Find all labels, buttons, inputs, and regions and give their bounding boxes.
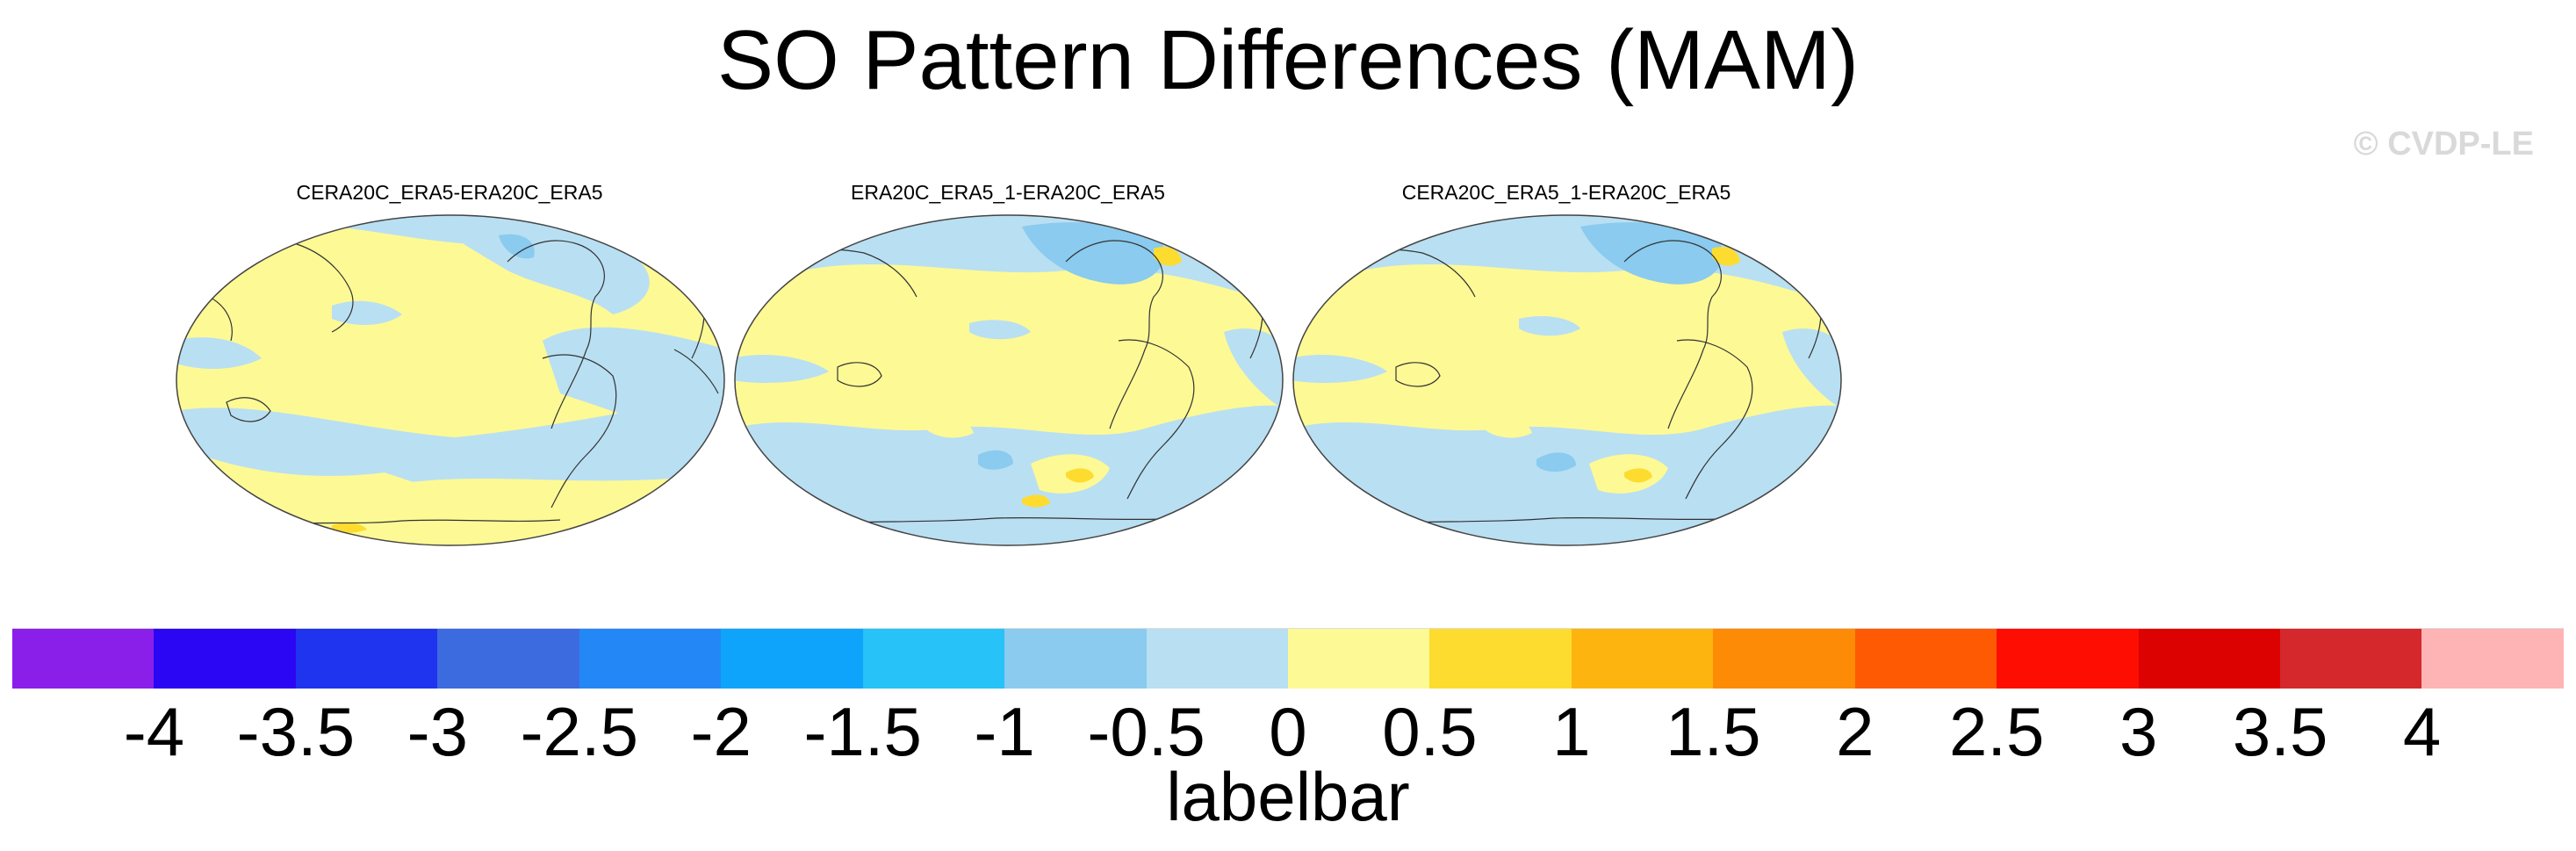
colorbar-swatch — [1146, 629, 1288, 689]
map-panel-3 — [1292, 214, 1842, 546]
panel-title-2: ERA20C_ERA5_1-ERA20C_ERA5 — [851, 181, 1165, 204]
colorbar-swatch — [1287, 629, 1430, 689]
colorbar-swatch — [1854, 629, 1997, 689]
colorbar-swatch — [1713, 629, 1855, 689]
figure-title: SO Pattern Differences (MAM) — [717, 13, 1859, 107]
colorbar-swatch — [1571, 629, 1714, 689]
colorbar-swatch — [154, 629, 296, 689]
colorbar-tick-label: 2 — [1836, 693, 1874, 770]
colorbar — [12, 628, 2564, 689]
colorbar-tick-label: -1.5 — [803, 693, 922, 770]
colorbar-swatch — [1429, 629, 1572, 689]
colorbar-swatch — [2138, 629, 2280, 689]
colorbar-tick-label: 3.5 — [2232, 693, 2328, 770]
colorbar-tick-label: -3 — [407, 693, 469, 770]
panel-title-1: CERA20C_ERA5-ERA20C_ERA5 — [296, 181, 603, 204]
map-panel-2 — [734, 214, 1284, 546]
colorbar-swatch — [721, 629, 863, 689]
colorbar-swatch — [1997, 629, 2139, 689]
colorbar-swatch — [12, 629, 155, 689]
colorbar-tick-label: -1 — [974, 693, 1035, 770]
colorbar-swatch — [295, 629, 438, 689]
colorbar-swatch — [2421, 629, 2564, 689]
colorbar-swatch — [1004, 629, 1147, 689]
colorbar-tick-label: -4 — [123, 693, 185, 770]
colorbar-tick-label: -3.5 — [236, 693, 356, 770]
colorbar-swatch — [862, 629, 1005, 689]
watermark: © CVDP-LE — [2353, 126, 2534, 162]
colorbar-swatch — [579, 629, 722, 689]
colorbar-tick-label: 2.5 — [1949, 693, 2045, 770]
colorbar-tick-label: 1 — [1552, 693, 1591, 770]
colorbar-tick-label: 0 — [1269, 693, 1307, 770]
colorbar-tick-label: 3 — [2119, 693, 2158, 770]
colorbar-tick-label: 4 — [2402, 693, 2442, 770]
colorbar-title: labelbar — [1166, 758, 1410, 835]
panel-title-3: CERA20C_ERA5_1-ERA20C_ERA5 — [1401, 181, 1731, 204]
colorbar-tick-label: -2.5 — [520, 693, 638, 770]
colorbar-tick-label: -2 — [690, 693, 752, 770]
colorbar-tick-label: 1.5 — [1666, 693, 1761, 770]
colorbar-swatch — [437, 629, 579, 689]
colorbar-tick-label: -0.5 — [1087, 693, 1205, 770]
colorbar-swatch — [2280, 629, 2422, 689]
map-panel-1 — [176, 214, 725, 546]
colorbar-tick-label: 0.5 — [1382, 693, 1478, 770]
